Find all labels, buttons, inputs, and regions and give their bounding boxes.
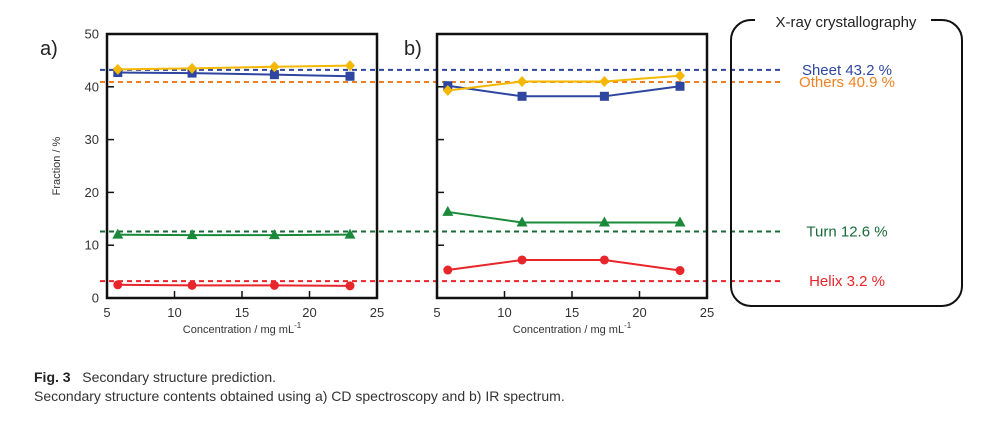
x-tick-label: 15 xyxy=(235,305,249,320)
panel-b-ir-spectrum: b) 5 10 15 20 25 Concentration / mg mL-1 xyxy=(404,32,714,336)
turn-point xyxy=(186,229,198,240)
y-tick-label: 10 xyxy=(85,238,99,253)
turn-point xyxy=(112,228,124,239)
panel-b-y-ticks xyxy=(437,33,444,299)
x-tick-label: 25 xyxy=(700,305,714,320)
x-tick-label: 10 xyxy=(167,305,181,320)
helix-series-line xyxy=(117,283,351,287)
turn-point xyxy=(674,216,686,227)
sheet-point xyxy=(675,81,685,91)
panel-a-series xyxy=(112,60,356,291)
helix-point xyxy=(187,280,197,290)
sheet-series-line xyxy=(447,84,681,98)
xray-title-background xyxy=(755,12,931,30)
turn-series-line xyxy=(447,210,680,224)
others-point xyxy=(187,62,198,74)
caption-title: Secondary structure prediction. xyxy=(82,369,276,385)
others-point xyxy=(269,61,280,73)
helix-point xyxy=(517,255,527,265)
x-tick-label: 20 xyxy=(632,305,646,320)
sheet-point xyxy=(345,71,355,81)
x-tick-label: 25 xyxy=(370,305,384,320)
caption-text: Secondary structure contents obtained us… xyxy=(34,388,565,404)
others-point xyxy=(345,60,355,72)
others-point xyxy=(675,70,685,82)
x-tick-label: 5 xyxy=(433,305,440,320)
sheet-series-line xyxy=(117,71,351,78)
reference-labels: Sheet 43.2 %Others 40.9 % Turn 12.6 % Heli… xyxy=(799,62,895,290)
turn-series-line xyxy=(117,233,351,237)
reference-label-others: Others 40.9 % xyxy=(799,74,895,91)
xray-title: X-ray crystallography xyxy=(776,14,917,31)
caption-line-1: Fig. 3 Secondary structure prediction. xyxy=(34,368,565,387)
reference-lines xyxy=(100,68,780,283)
x-tick-label: 10 xyxy=(497,305,511,320)
y-axis-title: Fraction / % xyxy=(51,136,63,195)
sheet-point xyxy=(517,91,527,101)
secondary-structure-figure: a) 0 10 20 30 40 50 5 10 15 20 25 Fraction / % Co… xyxy=(40,12,963,337)
reference-label-helix: Helix 3.2 % xyxy=(809,273,885,290)
reference-label-turn: Turn 12.6 % xyxy=(806,223,887,240)
turn-point xyxy=(442,205,454,216)
turn-point xyxy=(344,228,356,239)
others-point xyxy=(442,84,453,96)
others-series-line xyxy=(117,64,351,71)
helix-point xyxy=(443,265,453,275)
turn-point xyxy=(516,216,528,227)
turn-point xyxy=(268,229,280,240)
x-tick-label: 15 xyxy=(565,305,579,320)
panel-a-y-axis: 0 10 20 30 40 50 xyxy=(85,27,114,306)
x-tick-label: 5 xyxy=(103,305,110,320)
figure-label: Fig. 3 xyxy=(34,369,71,385)
turn-point xyxy=(598,216,610,227)
y-tick-label: 30 xyxy=(85,132,99,147)
others-point xyxy=(517,76,528,88)
x-tick-label: 20 xyxy=(302,305,316,320)
helix-series-line xyxy=(447,258,681,272)
y-tick-label: 40 xyxy=(85,79,99,94)
panel-a-letter: a) xyxy=(40,38,58,60)
panel-b-x-axis: 5 10 15 20 25 xyxy=(433,291,714,320)
figure-caption: Fig. 3 Secondary structure prediction. S… xyxy=(34,368,565,406)
helix-point xyxy=(269,280,279,290)
panel-b-letter: b) xyxy=(404,38,422,60)
panel-a-cd-spectroscopy: a) 0 10 20 30 40 50 5 10 15 20 25 Fraction / % Co… xyxy=(40,27,384,337)
helix-point xyxy=(345,281,355,291)
others-series-line xyxy=(447,74,681,92)
helix-point xyxy=(675,266,685,276)
helix-point xyxy=(599,255,609,265)
y-tick-label: 20 xyxy=(85,185,99,200)
sheet-point xyxy=(269,70,279,80)
panel-a-x-axis-title: Concentration / mg mL-1 xyxy=(183,321,302,336)
panel-b-frame xyxy=(435,32,709,300)
panel-b-x-axis-title: Concentration / mg mL-1 xyxy=(513,321,632,336)
panel-a-x-axis: 5 10 15 20 25 xyxy=(103,291,384,320)
xray-reference-box: X-ray crystallography Sheet 43.2 %Others… xyxy=(730,12,963,307)
y-tick-label: 50 xyxy=(85,27,99,42)
others-point xyxy=(112,63,123,75)
y-tick-label: 0 xyxy=(92,291,99,306)
helix-point xyxy=(113,280,123,290)
reference-label-sheet: Sheet 43.2 % xyxy=(802,62,892,79)
sheet-point xyxy=(599,91,609,101)
panel-b-series xyxy=(442,70,686,276)
others-point xyxy=(599,76,610,88)
